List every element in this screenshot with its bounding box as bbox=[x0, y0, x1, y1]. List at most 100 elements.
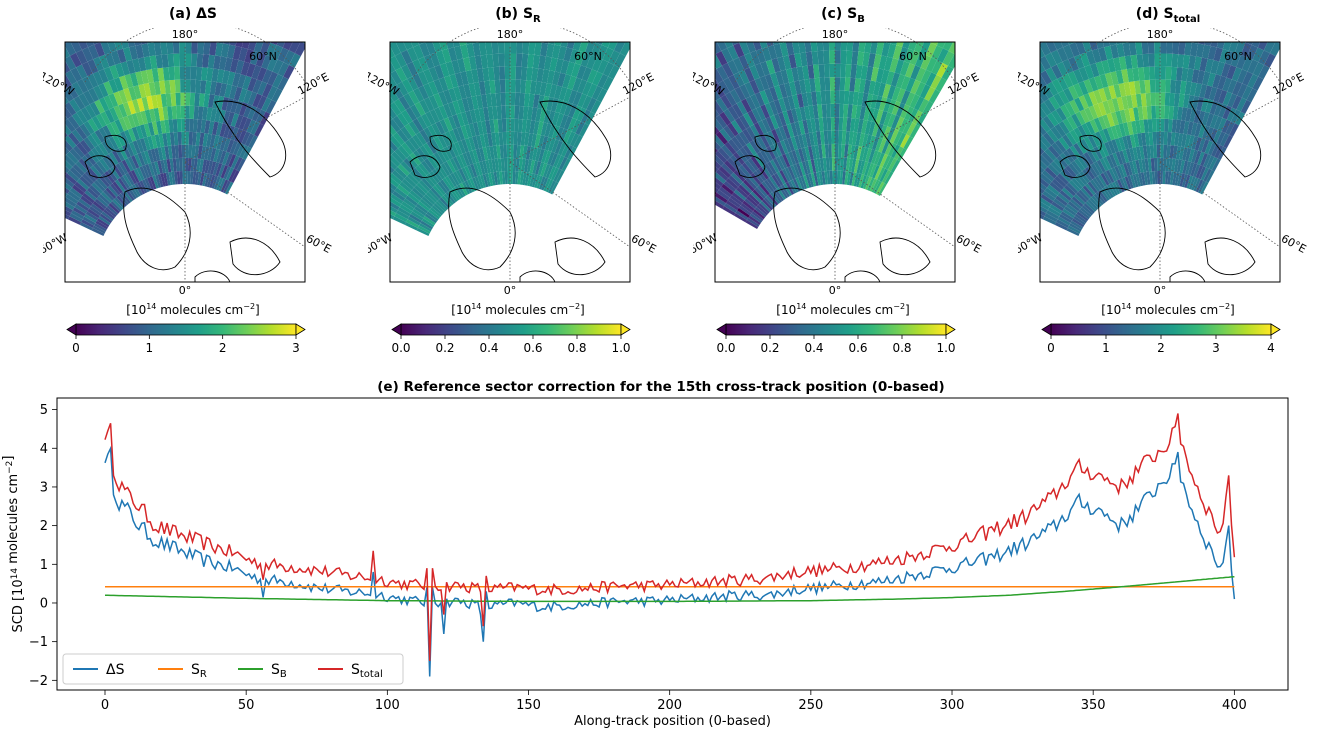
x-tick-label: 150 bbox=[516, 698, 541, 713]
lon-label-60w: 60°W bbox=[43, 231, 70, 257]
legend-label: Stotal bbox=[351, 662, 383, 680]
plot-frame bbox=[56, 397, 1289, 691]
map-panel-a: (a) ΔS 180° 0° 60°N 120°W 120°E 60°W 60°E [101… bbox=[43, 0, 343, 370]
colorbar-max-arrow bbox=[945, 323, 956, 336]
colorbar-tick-label: 1 bbox=[146, 341, 154, 355]
colorbar-tick-label: 0.2 bbox=[435, 341, 454, 355]
lon-label-60e: 60°E bbox=[629, 232, 658, 256]
colorbar-tick-label: 0.8 bbox=[567, 341, 586, 355]
colorbar-d: 0 1 2 3 4 bbox=[1041, 323, 1281, 355]
x-tick-label: 200 bbox=[657, 698, 682, 713]
colorbar-tick-label: 0 bbox=[72, 341, 80, 355]
colorbar-max-arrow bbox=[620, 323, 631, 336]
series-line-3 bbox=[104, 413, 1236, 662]
colorbar-tick-label: 0 bbox=[1047, 341, 1055, 355]
x-tick-label: 0 bbox=[101, 698, 109, 713]
colorbar-a: 0 1 2 3 bbox=[66, 323, 306, 355]
x-axis-label: Along-track position (0-based) bbox=[574, 714, 771, 729]
lat-label-60n: 60°N bbox=[574, 50, 602, 63]
lon-label-180: 180° bbox=[1147, 28, 1174, 41]
y-tick-label: 0 bbox=[40, 596, 48, 611]
colorbar-max-arrow bbox=[295, 323, 306, 336]
legend bbox=[62, 653, 404, 685]
lon-label-60w: 60°W bbox=[1018, 231, 1045, 257]
colorbar-max-arrow bbox=[1270, 323, 1281, 336]
lon-label-180: 180° bbox=[822, 28, 849, 41]
colorbar-tick-label: 0.0 bbox=[391, 341, 410, 355]
colorbar-label-c: [1014 molecules cm−2] bbox=[776, 302, 910, 317]
colorbar-min-arrow bbox=[66, 323, 77, 336]
lon-label-0: 0° bbox=[1154, 284, 1167, 297]
colorbar-gradient bbox=[400, 323, 622, 336]
colorbar-tick-label: 2 bbox=[1157, 341, 1165, 355]
colorbar-tick-label: 3 bbox=[292, 341, 300, 355]
colorbar-gradient bbox=[725, 323, 947, 336]
colorbar-tick-label: 1.0 bbox=[936, 341, 955, 355]
map-title-b: (b) SR bbox=[495, 6, 541, 25]
colorbar-c: 0.0 0.2 0.4 0.6 0.8 1.0 bbox=[716, 323, 956, 355]
colorbar-min-arrow bbox=[391, 323, 402, 336]
x-tick-label: 50 bbox=[238, 698, 255, 713]
series-line-2 bbox=[104, 575, 1235, 603]
lon-label-0: 0° bbox=[179, 284, 192, 297]
lat-label-60n: 60°N bbox=[899, 50, 927, 63]
legend-label: ΔS bbox=[106, 662, 125, 678]
colorbar-gradient bbox=[1050, 323, 1272, 336]
series-line-0 bbox=[104, 445, 1236, 677]
lon-label-120e: 120°E bbox=[621, 70, 657, 97]
x-tick-label: 300 bbox=[940, 698, 965, 713]
y-tick-label: −2 bbox=[29, 674, 48, 689]
colorbar-tick-label: 0.4 bbox=[804, 341, 823, 355]
colorbar-label-d: [1014 molecules cm−2] bbox=[1101, 302, 1235, 317]
lon-label-180: 180° bbox=[497, 28, 524, 41]
map-title-d: (d) Stotal bbox=[1135, 6, 1201, 25]
colorbar-tick-label: 3 bbox=[1212, 341, 1220, 355]
lat-label-60n: 60°N bbox=[249, 50, 277, 63]
colorbar-min-arrow bbox=[1041, 323, 1052, 336]
map-title-a: (a) ΔS bbox=[168, 6, 218, 22]
map-title-c: (c) SB bbox=[821, 6, 865, 25]
colorbar-tick-label: 0.6 bbox=[523, 341, 542, 355]
lon-label-120e: 120°E bbox=[296, 70, 332, 97]
lon-label-60w: 60°W bbox=[693, 231, 720, 257]
lon-label-120e: 120°E bbox=[1271, 70, 1307, 97]
y-axis-label: SCD [1014 molecules cm−2] bbox=[1, 456, 26, 633]
map-panel-c: (c) SB 180° 0° 60°N 120°W 120°E 60°W 60°E [101… bbox=[693, 0, 993, 370]
legend-label: SR bbox=[191, 662, 207, 680]
y-tick-label: 2 bbox=[40, 519, 48, 534]
x-tick-label: 100 bbox=[375, 698, 400, 713]
map-panel-d: (d) Stotal 180° 0° 60°N 120°W 120°E 60°W 60°E … bbox=[1018, 0, 1318, 370]
colorbar-label-a: [1014 molecules cm−2] bbox=[126, 302, 260, 317]
colorbar-b: 0.0 0.2 0.4 0.6 0.8 1.0 bbox=[391, 323, 631, 355]
lon-label-120e: 120°E bbox=[946, 70, 982, 97]
line-chart: 0 50 100 150 200 250 300 350 400 −2 −1 0 1 2 3 4 5 Along-… bbox=[1, 397, 1289, 729]
lon-label-180: 180° bbox=[172, 28, 199, 41]
colorbar-tick-label: 2 bbox=[219, 341, 227, 355]
y-tick-label: 5 bbox=[40, 403, 48, 418]
lon-label-60w: 60°W bbox=[368, 231, 395, 257]
colorbar-label-b: [1014 molecules cm−2] bbox=[451, 302, 585, 317]
y-tick-label: 3 bbox=[40, 480, 48, 495]
lon-label-60e: 60°E bbox=[1279, 232, 1308, 256]
colorbar-tick-label: 4 bbox=[1267, 341, 1275, 355]
colorbar-min-arrow bbox=[716, 323, 727, 336]
colorbar-tick-label: 0.6 bbox=[848, 341, 867, 355]
colorbar-tick-label: 0.4 bbox=[479, 341, 498, 355]
lon-label-0: 0° bbox=[829, 284, 842, 297]
colorbar-gradient bbox=[75, 323, 297, 336]
x-tick-label: 400 bbox=[1222, 698, 1247, 713]
colorbar-tick-label: 1 bbox=[1102, 341, 1110, 355]
lat-label-60n: 60°N bbox=[1224, 50, 1252, 63]
colorbar-tick-label: 0.2 bbox=[760, 341, 779, 355]
chart-title: (e) Reference sector correction for the … bbox=[377, 379, 945, 395]
colorbar-tick-label: 0.0 bbox=[716, 341, 735, 355]
lon-label-0: 0° bbox=[504, 284, 517, 297]
map-panel-b: (b) SR 180° 0° 60°N 120°W 120°E 60°W 60°E [101… bbox=[368, 0, 668, 370]
y-tick-label: −1 bbox=[29, 635, 48, 650]
lon-label-60e: 60°E bbox=[304, 232, 333, 256]
y-tick-label: 4 bbox=[40, 442, 48, 457]
